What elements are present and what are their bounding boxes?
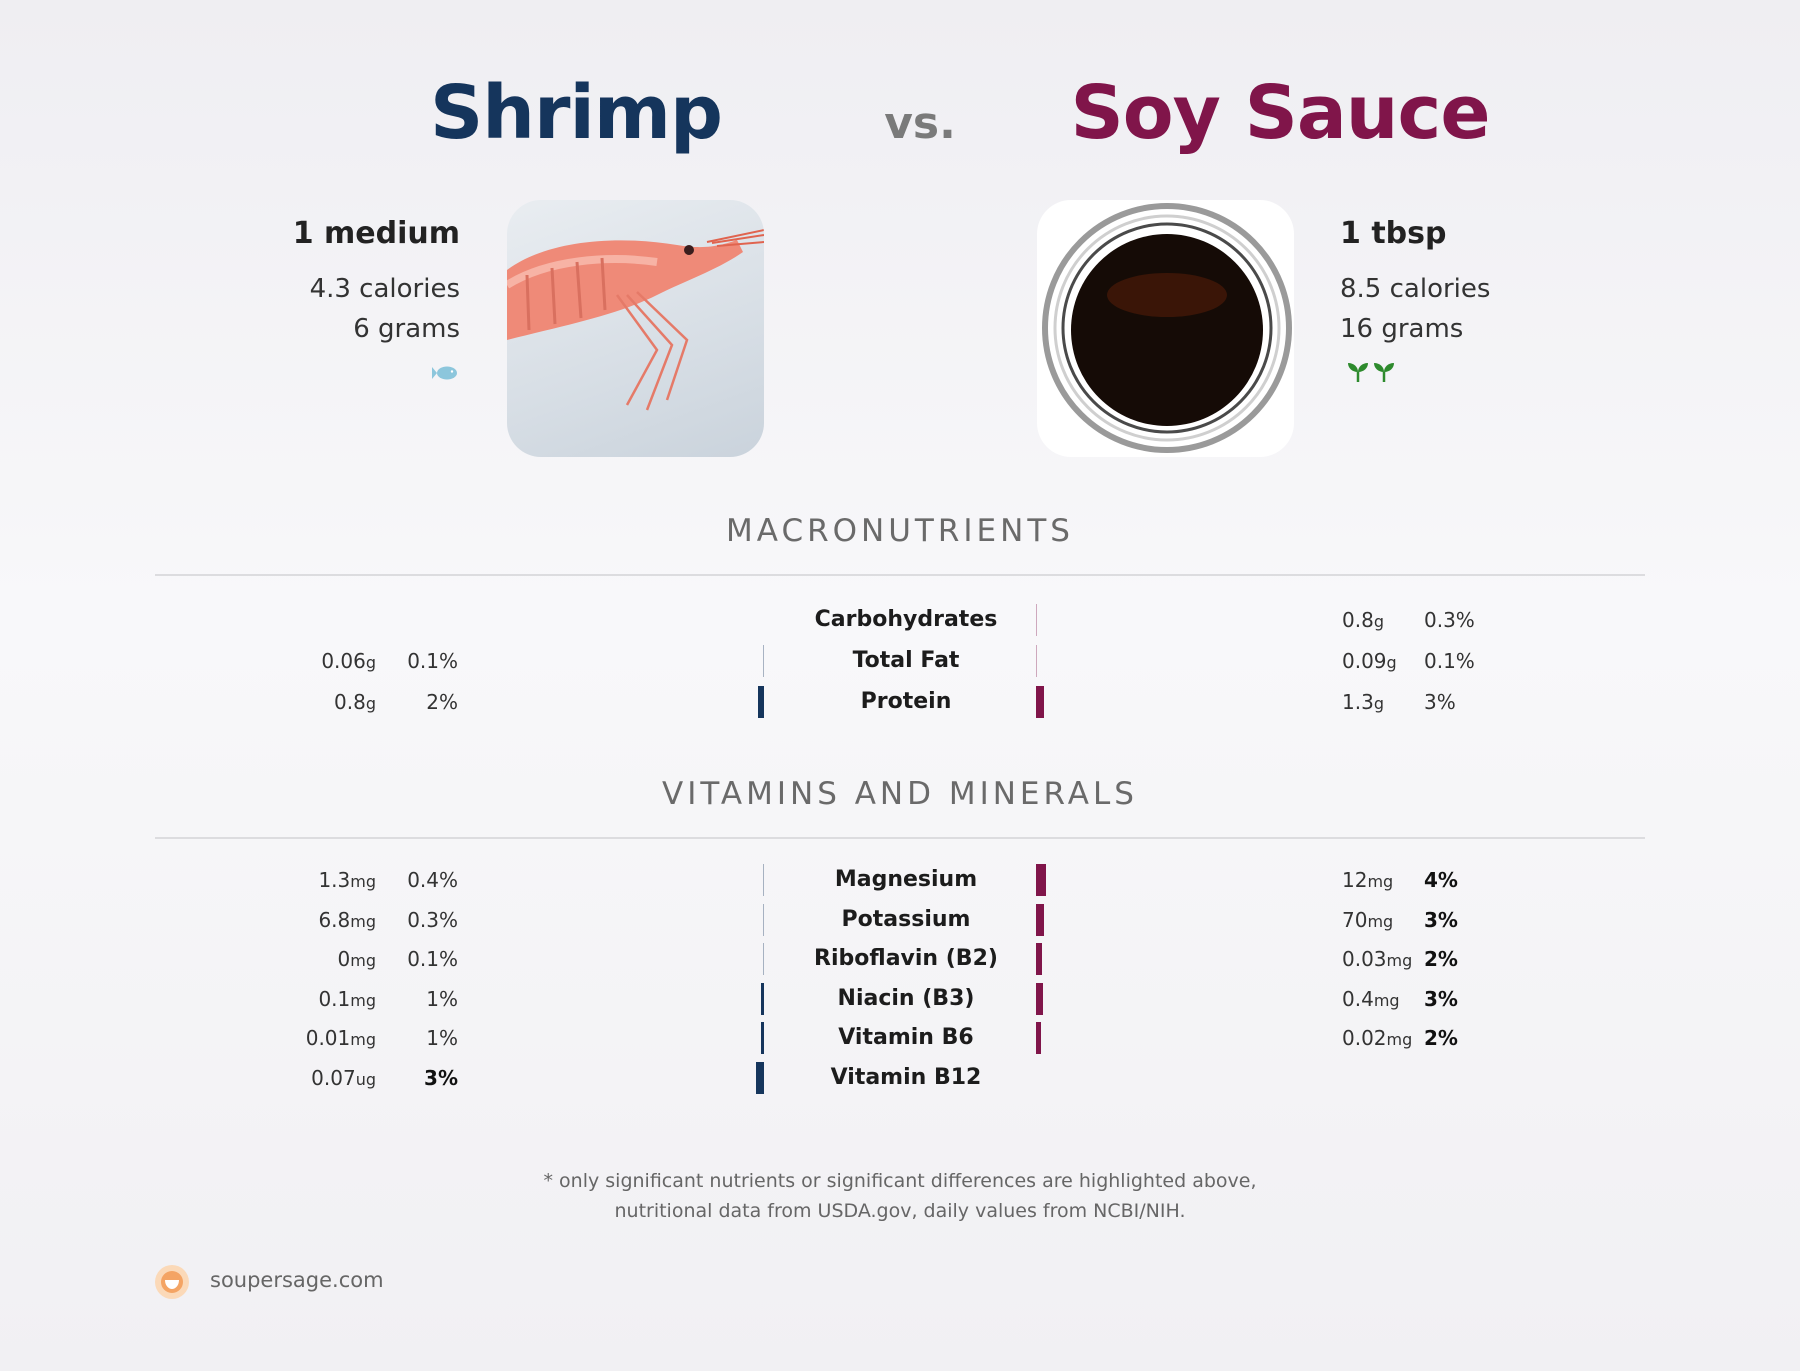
right-amount: 0.03mg <box>1342 947 1413 971</box>
left-daily-percent: 3% <box>424 1065 458 1090</box>
right-daily-percent: 2% <box>1424 1026 1458 1050</box>
nutrient-row: 0mg 0.1% Riboflavin (B2) 0.03mg 2% <box>0 939 1800 979</box>
right-percent-bar <box>1036 604 1037 636</box>
soy-sauce-image <box>1037 200 1294 457</box>
left-daily-percent: 2% <box>426 690 458 714</box>
right-serving-calories: 8.5 calories <box>1340 274 1491 304</box>
right-amount: 0.8g <box>1342 608 1384 632</box>
vitamins-divider <box>155 837 1645 839</box>
left-percent-bar <box>761 982 764 1015</box>
right-amount: 0.4mg <box>1342 986 1400 1011</box>
nutrient-row: 0.8g 2% Protein 1.3g 3% <box>0 682 1800 722</box>
right-food-title: Soy Sauce <box>1070 70 1490 156</box>
right-daily-percent: 3% <box>1424 690 1456 714</box>
right-percent-bar <box>1036 1022 1041 1054</box>
left-daily-percent: 0.4% <box>407 868 458 892</box>
nutrient-name: Magnesium <box>834 867 978 892</box>
nutrient-name: Vitamin B12 <box>830 1064 982 1090</box>
shrimp-image <box>507 200 764 457</box>
right-percent-bar <box>1036 686 1044 718</box>
nutrient-row: 0.07ug 3% Vitamin B12 <box>0 1058 1800 1098</box>
nutrient-row: 0.06g 0.1% Total Fat 0.09g 0.1% <box>0 641 1800 681</box>
fish-icon <box>432 364 460 386</box>
versus-label: vs. <box>884 98 956 149</box>
right-amount: 0.09g <box>1342 649 1397 673</box>
right-percent-bar <box>1036 982 1043 1015</box>
vitamins-heading: VITAMINS AND MINERALS <box>662 776 1138 812</box>
left-daily-percent: 0.3% <box>407 907 458 932</box>
left-daily-percent: 0.1% <box>407 947 458 971</box>
left-daily-percent: 0.1% <box>407 649 458 673</box>
left-amount: 0mg <box>337 947 376 971</box>
right-amount: 1.3g <box>1342 690 1384 714</box>
left-percent-bar <box>763 903 764 936</box>
nutrient-name: Riboflavin (B2) <box>814 946 998 971</box>
macronutrients-heading: MACRONUTRIENTS <box>726 513 1074 549</box>
left-percent-bar <box>761 1022 764 1054</box>
right-amount: 70mg <box>1342 907 1394 932</box>
right-daily-percent: 3% <box>1424 986 1458 1011</box>
nutrient-row: Carbohydrates 0.8g 0.3% <box>0 600 1800 640</box>
left-amount: 0.01mg <box>305 1026 376 1050</box>
right-amount: 12mg <box>1342 868 1394 892</box>
nutrient-name: Vitamin B6 <box>838 1025 974 1050</box>
footnote-line-1: * only significant nutrients or signific… <box>543 1170 1257 1192</box>
nutrient-name: Niacin (B3) <box>837 985 975 1011</box>
right-percent-bar <box>1036 943 1042 975</box>
left-percent-bar <box>763 943 764 975</box>
right-daily-percent: 2% <box>1424 947 1458 971</box>
left-amount: 1.3mg <box>318 868 376 892</box>
right-daily-percent: 0.3% <box>1424 608 1475 632</box>
right-percent-bar <box>1036 903 1044 936</box>
right-serving-amount: 1 tbsp <box>1340 216 1447 251</box>
left-amount: 0.1mg <box>318 986 376 1011</box>
right-daily-percent: 4% <box>1424 868 1458 892</box>
nutrient-name: Protein <box>860 689 952 714</box>
nutrient-name: Total Fat <box>852 648 960 673</box>
left-percent-bar <box>758 686 764 718</box>
left-serving-calories: 4.3 calories <box>309 274 460 304</box>
footnote-line-2: nutritional data from USDA.gov, daily va… <box>614 1200 1186 1222</box>
left-serving-amount: 1 medium <box>292 216 460 251</box>
left-amount: 0.07ug <box>311 1065 376 1090</box>
right-daily-percent: 3% <box>1424 907 1458 932</box>
left-percent-bar <box>756 1061 764 1094</box>
left-percent-bar <box>763 645 764 677</box>
right-percent-bar <box>1036 864 1046 896</box>
brand-link[interactable]: soupersage.com <box>210 1268 384 1292</box>
right-percent-bar <box>1036 645 1037 677</box>
left-amount: 0.8g <box>334 690 376 714</box>
left-serving-grams: 6 grams <box>353 314 460 344</box>
left-daily-percent: 1% <box>426 986 458 1011</box>
left-percent-bar <box>763 864 764 896</box>
plant-icon <box>1346 360 1398 388</box>
nutrient-row: 0.1mg 1% Niacin (B3) 0.4mg 3% <box>0 979 1800 1019</box>
soupersage-logo-icon <box>154 1264 190 1300</box>
macronutrients-divider <box>155 574 1645 576</box>
left-daily-percent: 1% <box>426 1026 458 1050</box>
nutrient-row: 6.8mg 0.3% Potassium 70mg 3% <box>0 900 1800 940</box>
left-food-title: Shrimp <box>430 70 723 156</box>
right-serving-grams: 16 grams <box>1340 314 1464 344</box>
right-amount: 0.02mg <box>1342 1026 1413 1050</box>
nutrient-row: 0.01mg 1% Vitamin B6 0.02mg 2% <box>0 1018 1800 1058</box>
left-amount: 6.8mg <box>318 907 376 932</box>
nutrient-row: 1.3mg 0.4% Magnesium 12mg 4% <box>0 860 1800 900</box>
nutrient-name: Potassium <box>841 906 971 932</box>
right-daily-percent: 0.1% <box>1424 649 1475 673</box>
nutrient-name: Carbohydrates <box>814 607 998 632</box>
left-amount: 0.06g <box>321 649 376 673</box>
